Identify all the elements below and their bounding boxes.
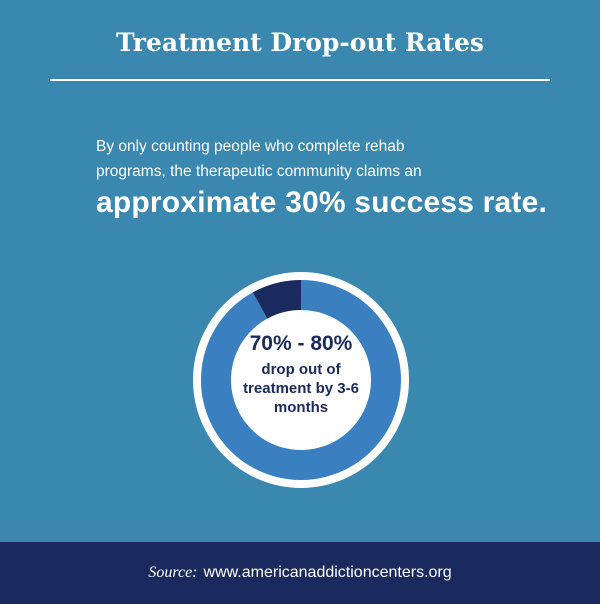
dropout-caption-3: months <box>273 399 329 416</box>
page-title: Treatment Drop-out Rates <box>116 28 484 57</box>
title-divider <box>50 79 550 81</box>
source-label: Source: <box>148 564 198 581</box>
intro-line-2: programs, the therapeutic community clai… <box>96 163 422 180</box>
intro-text: By only counting people who complete reh… <box>96 134 556 184</box>
donut-arc-secondary <box>252 280 302 319</box>
source-footer: Source: www.americanaddictioncenters.org <box>0 542 600 604</box>
donut-graphic <box>193 272 409 488</box>
source-url[interactable]: www.americanaddictioncenters.org <box>203 564 452 581</box>
dropout-caption-1: drop out of <box>261 361 341 378</box>
dropout-caption-2: treatment by 3-6 <box>243 380 359 397</box>
success-rate-highlight: approximate 30% success rate. <box>96 186 548 219</box>
donut-center-label: 70% - 80% drop out of treatment by 3-6 m… <box>231 332 371 417</box>
intro-line-1: By only counting people who complete reh… <box>96 138 405 155</box>
donut-arc-primary <box>201 280 401 480</box>
dropout-donut: 70% - 80% drop out of treatment by 3-6 m… <box>191 270 411 490</box>
dropout-percentage: 70% - 80% <box>249 332 353 355</box>
